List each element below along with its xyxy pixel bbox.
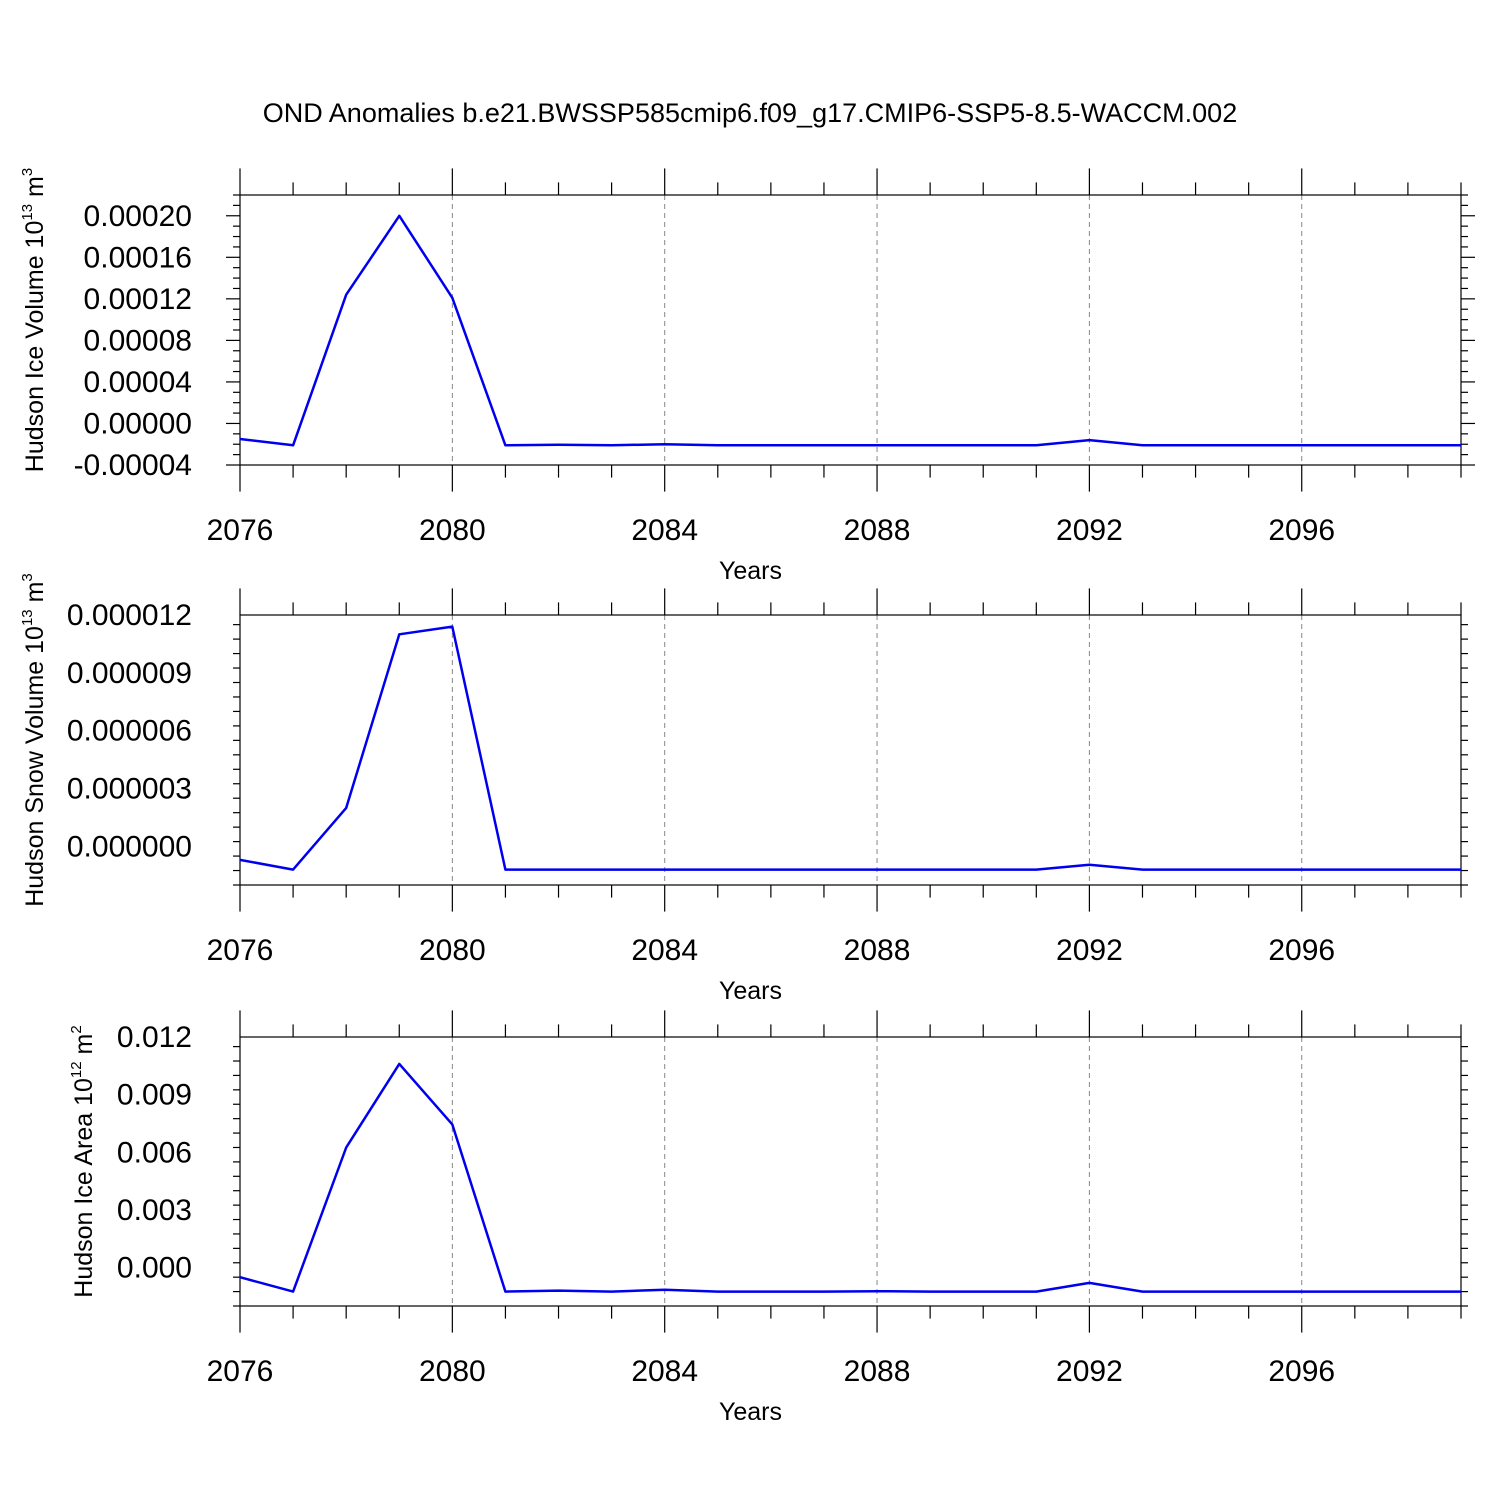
x-tick-label: 2092 <box>1056 934 1123 967</box>
y-tick-label: 0.012 <box>117 1021 192 1054</box>
panels: 2076 2080 2084 2088 2092 2096-0.000040.000000… <box>19 168 1475 1426</box>
x-tick-label: 2084 <box>631 514 698 547</box>
x-tick-label: 2084 <box>631 1355 698 1388</box>
y-tick-label: 0.000000 <box>67 830 192 863</box>
y-tick-label: 0.00004 <box>84 366 192 399</box>
x-tick-label: 2096 <box>1268 934 1335 967</box>
x-axis-title: Years <box>719 1398 782 1426</box>
panel-1: 2076 2080 2084 2088 2092 2096 -0.00004 0.00000 0… <box>19 168 1475 585</box>
x-tick-label: 2084 <box>631 934 698 967</box>
y-tick-label: 0.000006 <box>67 715 192 748</box>
plot-frame <box>239 614 1462 886</box>
y-tick-label: 0.00008 <box>84 324 192 357</box>
x-tick-label: 2076 <box>207 934 274 967</box>
x-tick-label: 2076 <box>207 1355 274 1388</box>
series-line <box>239 214 1461 447</box>
y-tick-label: -0.00004 <box>74 449 192 482</box>
x-axis-title: Years <box>719 557 782 585</box>
x-tick-label: 2096 <box>1268 514 1335 547</box>
x-tick-label: 2088 <box>844 934 911 967</box>
series-line <box>239 1062 1461 1293</box>
x-axis-title: Years <box>719 977 782 1005</box>
y-tick-label: 0.000012 <box>67 599 192 632</box>
x-tick-label: 2080 <box>419 1355 486 1388</box>
y-tick-label: 0.000009 <box>67 657 192 690</box>
y-tick-label: 0.000 <box>117 1252 192 1285</box>
x-tick-label: 2076 <box>207 514 274 547</box>
x-tick-label: 2092 <box>1056 514 1123 547</box>
y-tick-label: 0.000003 <box>67 773 192 806</box>
x-tick-label: 2088 <box>844 1355 911 1388</box>
x-tick-label: 2080 <box>419 934 486 967</box>
y-axis-title: Hudson Ice Area 1012 m2 <box>68 1025 98 1297</box>
y-axis-title: Hudson Snow Volume 1013 m3 <box>19 573 49 907</box>
plot-frame <box>239 1036 1462 1307</box>
y-tick-label: 0.009 <box>117 1079 192 1112</box>
y-tick-label: 0.003 <box>117 1194 192 1227</box>
plot-frame <box>239 194 1462 466</box>
x-tick-label: 2092 <box>1056 1355 1123 1388</box>
y-tick-label: 0.00020 <box>84 200 192 233</box>
panel-3: 2076 2080 2084 2088 2092 2096 0.000 0.003 0.006 0… <box>68 1010 1468 1426</box>
x-tick-label: 2088 <box>844 514 911 547</box>
y-tick-label: 0.00016 <box>84 241 192 274</box>
x-tick-label: 2080 <box>419 514 486 547</box>
y-axis-title: Hudson Ice Volume 1013 m3 <box>19 168 49 472</box>
figure-title: OND Anomalies b.e21.BWSSP585cmip6.f09_g1… <box>263 98 1237 128</box>
panel-2: 2076 2080 2084 2088 2092 2096 0.000000 0.000003… <box>19 573 1468 1005</box>
x-tick-label: 2096 <box>1268 1355 1335 1388</box>
y-tick-label: 0.00012 <box>84 283 192 316</box>
y-tick-label: 0.00000 <box>84 407 192 440</box>
y-tick-label: 0.006 <box>117 1136 192 1169</box>
series-line <box>239 625 1461 871</box>
